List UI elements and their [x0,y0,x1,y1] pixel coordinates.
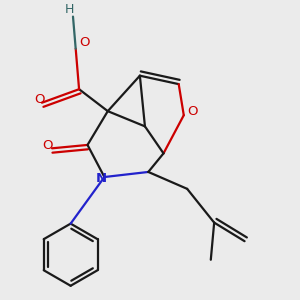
Text: O: O [187,105,197,118]
Text: O: O [79,36,89,49]
Text: O: O [43,139,53,152]
Text: H: H [64,3,74,16]
Text: N: N [95,172,106,185]
Text: O: O [34,93,44,106]
